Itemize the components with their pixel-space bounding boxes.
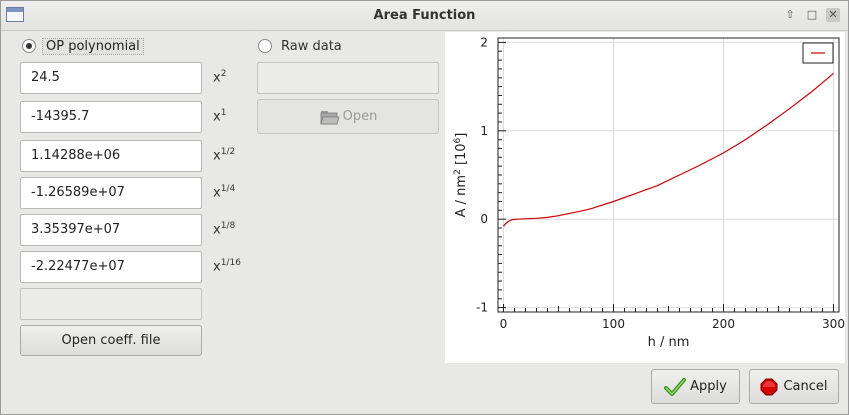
- op-polynomial-radio[interactable]: [22, 39, 36, 53]
- plot-frame: [497, 37, 840, 313]
- cancel-button[interactable]: Cancel: [749, 369, 839, 404]
- coefficient-x2-field[interactable]: 24.5: [20, 62, 202, 94]
- exponent-label-x1: x1: [213, 108, 227, 125]
- exponent-label-x1-16: x1/16: [213, 258, 241, 275]
- window-title: Area Function: [373, 8, 476, 23]
- exponent-label-x1-2: x1/2: [213, 147, 236, 164]
- coefficient-x1-field[interactable]: -14395.7: [20, 101, 202, 133]
- op-polynomial-label: OP polynomial: [42, 37, 144, 55]
- coefficient-x1-16-field[interactable]: -2.22477e+07: [20, 251, 202, 283]
- y-axis-label: A / nm2 [106]: [453, 133, 469, 218]
- legend: [802, 42, 834, 64]
- x-axis-label: h / nm: [648, 335, 690, 350]
- raw-data-radio[interactable]: [258, 39, 272, 53]
- raw-data-file-field: [257, 62, 439, 94]
- y-tick-label: 1: [480, 124, 488, 138]
- y-tick-label: -1: [476, 301, 488, 315]
- exponent-label-x1-8: x1/8: [213, 221, 236, 238]
- op-polynomial-option[interactable]: OP polynomial: [22, 36, 144, 56]
- series-line: [503, 72, 834, 227]
- extra-coefficient-field: [20, 288, 202, 320]
- stop-icon: [760, 378, 778, 395]
- x-tick-label: 300: [822, 317, 845, 331]
- y-tick-label: 0: [480, 212, 488, 226]
- close-icon[interactable]: ✕: [826, 8, 840, 22]
- coefficient-x1-8-field[interactable]: 3.35397e+07: [20, 214, 202, 246]
- x-tick-label: 100: [602, 317, 625, 331]
- x-tick-label: 200: [712, 317, 735, 331]
- checkmark-icon: [664, 377, 687, 396]
- open-raw-data-button: Open: [257, 99, 439, 134]
- raw-data-option[interactable]: Raw data: [258, 36, 345, 56]
- title-bar: Area Function ⇧ □ ✕: [1, 1, 848, 31]
- y-tick-label: 2: [480, 35, 488, 49]
- cancel-label: Cancel: [783, 379, 828, 394]
- maximize-icon[interactable]: □: [806, 8, 818, 21]
- exponent-label-x1-4: x1/4: [213, 184, 236, 201]
- area-function-plot: 0 100 200 300 2 1 0 -1 h / nm A / nm2 [106]: [445, 32, 845, 363]
- area-function-chart: 0 100 200 300 2 1 0 -1 h / nm A / nm2 [106]: [453, 35, 845, 350]
- apply-button[interactable]: Apply: [651, 369, 740, 404]
- coefficient-x1-2-field[interactable]: 1.14288e+06: [20, 140, 202, 172]
- folder-open-icon: [320, 110, 340, 124]
- window-icon: [6, 7, 24, 22]
- coefficient-x1-4-field[interactable]: -1.26589e+07: [20, 177, 202, 209]
- raw-data-label: Raw data: [281, 38, 342, 54]
- open-coeff-file-button[interactable]: Open coeff. file: [20, 325, 202, 356]
- apply-label: Apply: [690, 379, 727, 394]
- exponent-label-x2: x2: [213, 69, 227, 86]
- x-tick-label: 0: [500, 317, 508, 331]
- open-button-label: Open: [342, 109, 378, 124]
- keep-above-icon[interactable]: ⇧: [785, 8, 795, 21]
